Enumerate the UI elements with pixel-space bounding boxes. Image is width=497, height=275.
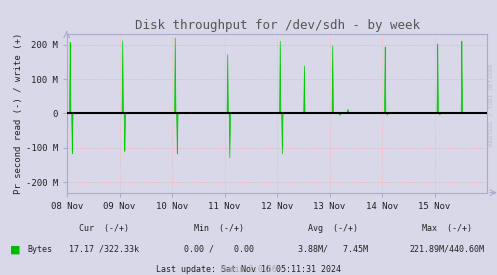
Text: Munin 2.0.56: Munin 2.0.56 xyxy=(221,265,276,274)
Text: Last update: Sat Nov 16 05:11:31 2024: Last update: Sat Nov 16 05:11:31 2024 xyxy=(156,265,341,274)
Text: 221.89M/440.60M: 221.89M/440.60M xyxy=(410,245,485,254)
Text: 0.00 /    0.00: 0.00 / 0.00 xyxy=(184,245,253,254)
Text: 3.88M/   7.45M: 3.88M/ 7.45M xyxy=(298,245,368,254)
Text: Avg  (-/+): Avg (-/+) xyxy=(308,224,358,233)
Text: Max  (-/+): Max (-/+) xyxy=(422,224,472,233)
Text: Min  (-/+): Min (-/+) xyxy=(194,224,244,233)
Text: Cur  (-/+): Cur (-/+) xyxy=(80,224,129,233)
Title: Disk throughput for /dev/sdh - by week: Disk throughput for /dev/sdh - by week xyxy=(135,19,419,32)
Y-axis label: Pr second read (-) / write (+): Pr second read (-) / write (+) xyxy=(14,33,23,194)
Text: ■: ■ xyxy=(10,245,20,255)
Text: Bytes: Bytes xyxy=(27,245,52,254)
Text: RRDTOOL / TOBI OETIKER: RRDTOOL / TOBI OETIKER xyxy=(489,63,494,146)
Text: 17.17 /322.33k: 17.17 /322.33k xyxy=(70,245,139,254)
